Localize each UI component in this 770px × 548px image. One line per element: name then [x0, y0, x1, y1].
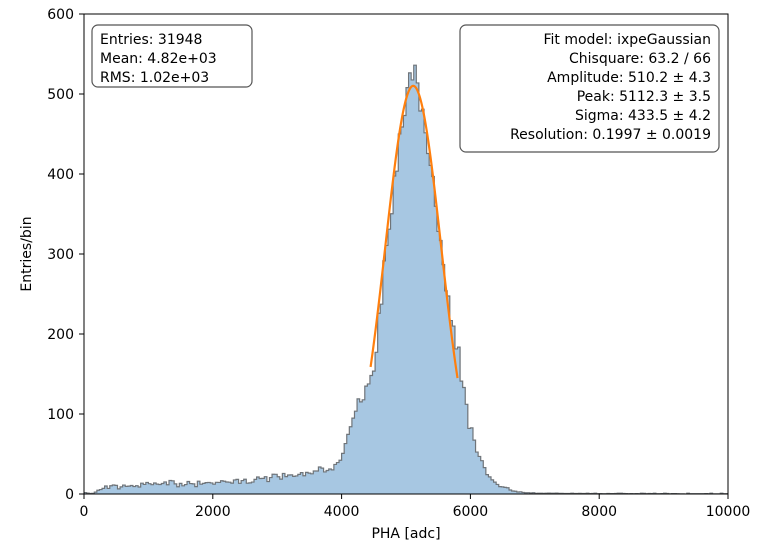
- histogram-layer: [84, 64, 728, 495]
- y-tick-label: 200: [47, 327, 74, 343]
- x-tick-label: 6000: [453, 504, 489, 520]
- y-tick-label: 0: [65, 487, 74, 503]
- fit-curve: [369, 84, 459, 379]
- fit-box: Fit model: ixpeGaussian Chisquare: 63.2 /…: [459, 24, 720, 153]
- fit-box-line: Fit model: ixpeGaussian: [543, 32, 711, 48]
- x-tick-label: 0: [80, 504, 89, 520]
- fit-layer: [369, 84, 459, 379]
- y-tick-label: 100: [47, 407, 74, 423]
- fit-box-line: Peak: 5112.3 ± 3.5: [577, 89, 711, 105]
- x-axis-label: PHA [adc]: [371, 526, 440, 542]
- axes-layer: 0 2000 4000 6000 8000 10000 0 100 200 300 400 500 60…: [19, 7, 750, 542]
- fit-box-line: Chisquare: 63.2 / 66: [569, 51, 711, 67]
- y-tick-label: 400: [47, 167, 74, 183]
- y-tick-label: 600: [47, 7, 74, 23]
- y-axis-label: Entries/bin: [19, 216, 35, 291]
- stats-box-line: RMS: 1.02e+03: [100, 70, 209, 86]
- fit-box-background: [459, 24, 720, 153]
- y-tick-label: 500: [47, 87, 74, 103]
- stats-box-line: Entries: 31948: [100, 32, 202, 48]
- x-tick-label: 2000: [195, 504, 231, 520]
- x-tick-label: 10000: [706, 504, 751, 520]
- fit-box-line: Resolution: 0.1997 ± 0.0019: [510, 127, 711, 143]
- fit-box-line: Sigma: 433.5 ± 4.2: [575, 108, 711, 124]
- stats-box-line: Mean: 4.82e+03: [100, 51, 217, 67]
- annotation-layer: Entries: 31948 Mean: 4.82e+03 RMS: 1.02e+0…: [91, 24, 720, 153]
- x-tick-label: 8000: [581, 504, 617, 520]
- x-tick-label: 4000: [324, 504, 360, 520]
- histogram-area: [84, 65, 728, 495]
- fit-box-line: Amplitude: 510.2 ± 4.3: [547, 70, 711, 86]
- y-tick-label: 300: [47, 247, 74, 263]
- stats-box: Entries: 31948 Mean: 4.82e+03 RMS: 1.02e+0…: [91, 24, 253, 88]
- stats-box-background: [91, 24, 253, 88]
- histogram-outline: [84, 64, 728, 495]
